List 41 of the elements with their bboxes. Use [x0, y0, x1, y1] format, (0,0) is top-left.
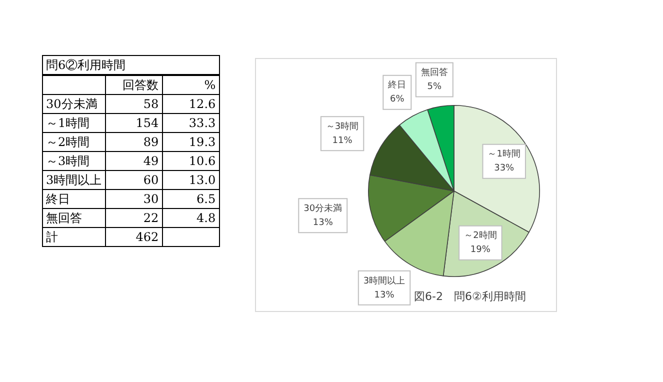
slice-label: 終日 [387, 80, 406, 91]
data-label: 6% [390, 94, 405, 105]
category-label: 3時間以上 [42, 170, 106, 190]
data-label: 154 [105, 114, 162, 132]
data-label: 5% [427, 82, 442, 92]
data-label: 462 [105, 228, 162, 246]
slice-label: ～2時間 [464, 230, 497, 242]
data-label: 13.0 [162, 170, 220, 190]
data-label: 4.8 [162, 208, 220, 228]
slice-label: 3時間以上 [363, 275, 406, 286]
category-label: 30分未満 [42, 94, 106, 114]
category-label: ～1時間 [42, 114, 106, 132]
data-label: 11% [332, 136, 353, 146]
data-label: 10.6 [162, 152, 220, 170]
slice-label: 30分未満 [304, 202, 342, 214]
legend-label: 回答数 [105, 75, 162, 94]
data-label: 33% [494, 164, 515, 174]
data-label: 19.3 [162, 132, 220, 152]
slice-label: ～1時間 [488, 148, 520, 160]
data-label: 89 [105, 132, 162, 152]
category-label: 終日 [42, 190, 106, 208]
category-label: ～3時間 [42, 152, 106, 170]
category-label: 無回答 [42, 208, 106, 228]
data-label: 19% [470, 245, 491, 256]
slice-label: ～3時間 [326, 121, 359, 132]
data-label: 13% [312, 218, 334, 228]
category-label: ～2時間 [42, 132, 106, 152]
text: % [162, 75, 220, 94]
slice-label: 無回答 [420, 67, 448, 78]
text: 問6②利用時間 [42, 56, 220, 75]
data-label: 12.6 [162, 94, 220, 114]
data-label: 58 [105, 94, 162, 114]
text: 図6-2 問6②利用時間 [414, 289, 526, 304]
data-label: 6.5 [162, 190, 220, 208]
data-label: 13% [374, 290, 395, 300]
data-label: 33.3 [162, 114, 220, 132]
data-label: 60 [105, 170, 162, 190]
data-label: 49 [105, 152, 162, 170]
data-label: 30 [105, 190, 162, 208]
category-label: 計 [42, 228, 106, 246]
data-label: 22 [105, 208, 162, 228]
